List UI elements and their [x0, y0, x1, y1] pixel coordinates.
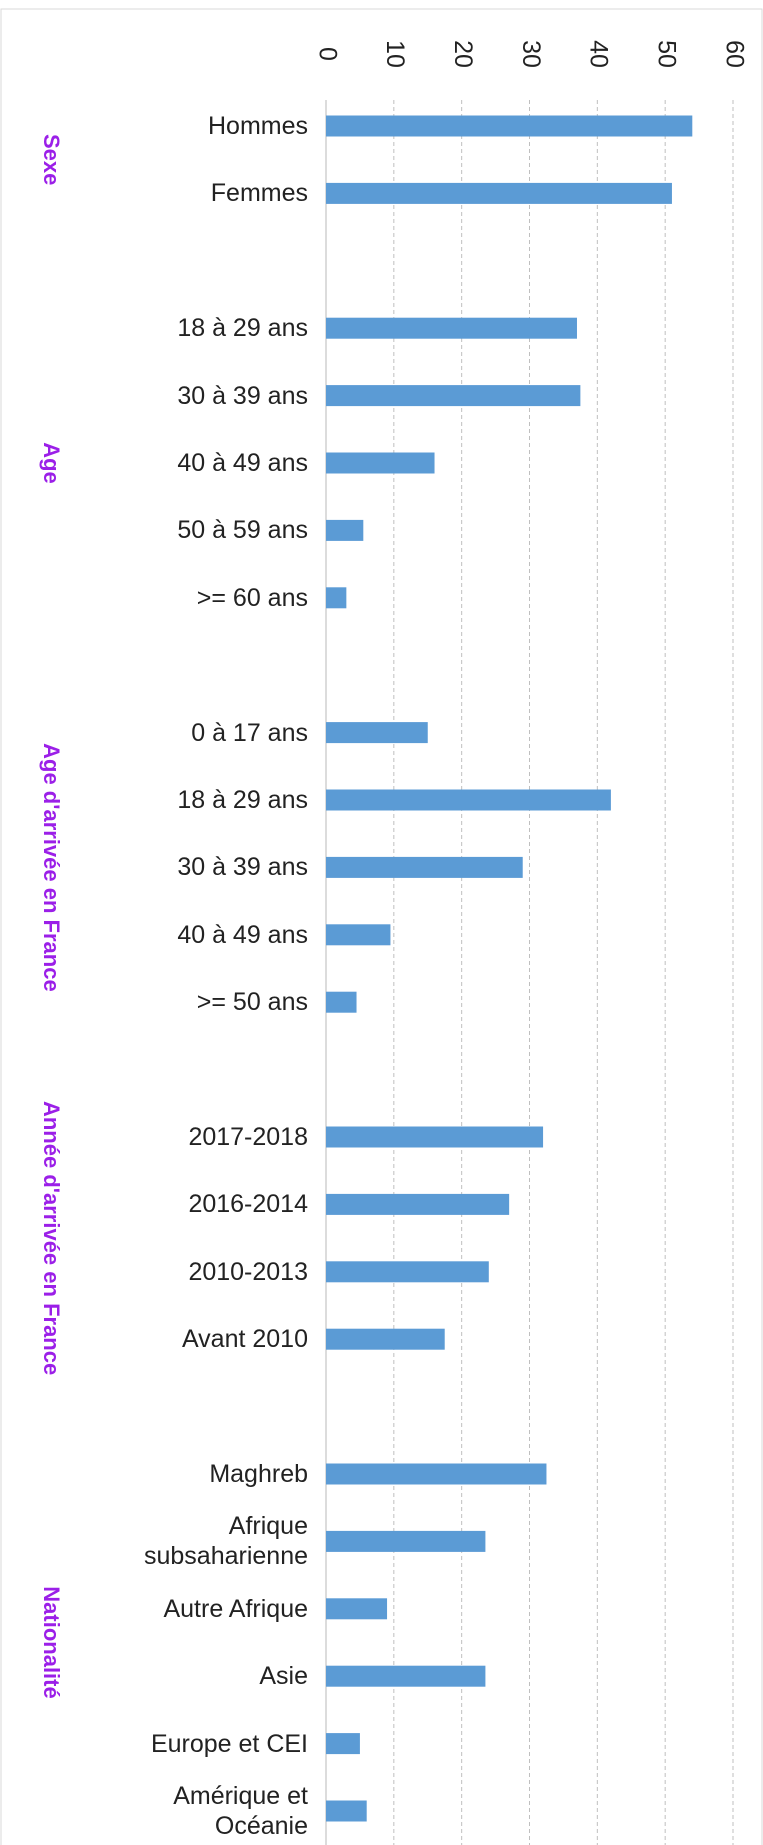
y-tick-label: Afrique subsaharienne	[143, 1512, 308, 1571]
frame	[0, 8, 763, 1845]
x-tick-label: 10	[381, 40, 409, 68]
bar	[326, 1665, 486, 1687]
bar	[326, 991, 357, 1013]
bar	[326, 317, 577, 339]
bar	[326, 722, 428, 744]
y-tick-label: 2016-2014	[188, 1190, 308, 1219]
y-tick-label: 50 à 59 ans	[177, 516, 308, 545]
bar	[326, 115, 693, 137]
x-tick-label: 60	[720, 40, 748, 68]
group-label: Année d'arrivée en France	[39, 1101, 64, 1375]
y-tick-label: Avant 2010	[181, 1325, 308, 1354]
y-tick-label: 2017-2018	[188, 1123, 308, 1151]
bar	[326, 587, 347, 609]
y-tick-label: 18 à 29 ans	[177, 786, 308, 814]
bar	[326, 1193, 510, 1215]
bar	[326, 856, 523, 878]
bar	[326, 1530, 486, 1552]
bar	[326, 1328, 445, 1350]
bar	[326, 519, 364, 541]
bar	[326, 1800, 367, 1822]
y-tick-label: Asie	[259, 1662, 308, 1691]
bar	[326, 385, 581, 407]
y-tick-label: Autre Afrique	[163, 1594, 308, 1623]
y-tick-label: 30 à 39 ans	[177, 853, 308, 882]
x-tick-label: 40	[585, 40, 613, 68]
bar	[326, 789, 611, 811]
y-tick-label: Amérique et Océanie	[173, 1782, 308, 1840]
group-label: Nationalité	[39, 1586, 64, 1698]
x-tick-label: 50	[653, 40, 681, 68]
bar	[326, 1733, 360, 1755]
y-tick-label: Hommes	[207, 112, 308, 140]
bar	[326, 924, 391, 946]
bar	[326, 452, 435, 474]
bar	[326, 1463, 547, 1485]
group-label: Age	[39, 442, 64, 484]
bar	[326, 1126, 544, 1148]
bar	[326, 182, 672, 204]
group-label: Age d'arrivée en France	[39, 743, 64, 992]
y-tick-label: >= 60 ans	[196, 583, 308, 612]
y-tick-label: 30 à 39 ans	[177, 381, 308, 410]
y-tick-label: 2010-2013	[188, 1257, 308, 1286]
y-tick-label: Maghreb	[209, 1460, 308, 1488]
bar	[326, 1598, 388, 1620]
y-tick-label: 40 à 49 ans	[177, 920, 308, 949]
x-tick-label: 30	[517, 40, 545, 68]
y-tick-label: Europe et CEI	[150, 1729, 308, 1758]
bar	[326, 1261, 489, 1283]
y-tick-label: 18 à 29 ans	[177, 314, 308, 343]
y-tick-label: 0 à 17 ans	[191, 718, 308, 747]
y-tick-label: >= 50 ans	[196, 988, 308, 1017]
y-tick-label: Femmes	[210, 179, 308, 208]
y-tick-label: 40 à 49 ans	[177, 449, 308, 477]
x-tick-label: 0	[313, 47, 341, 61]
group-label: Sexe	[39, 134, 64, 185]
x-tick-label: 20	[449, 40, 477, 68]
